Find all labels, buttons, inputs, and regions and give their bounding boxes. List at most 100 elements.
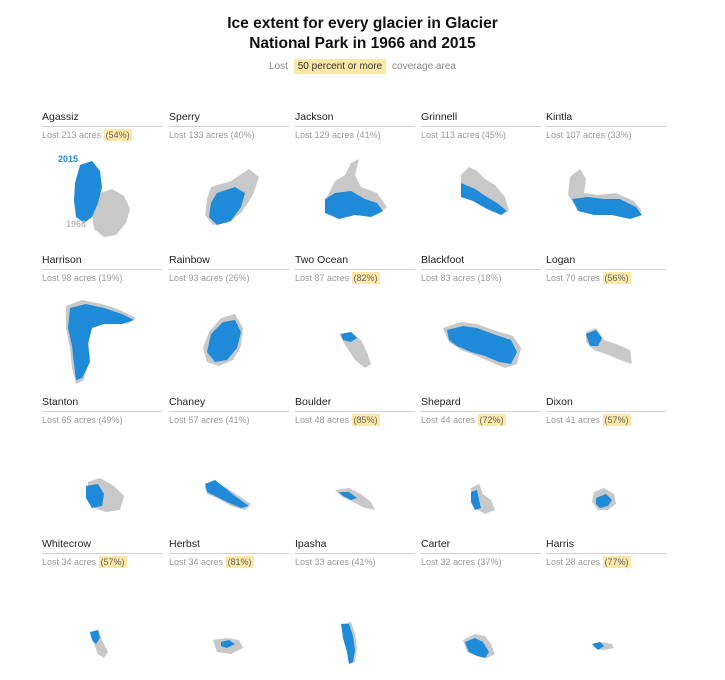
ice-2015-shape <box>471 490 481 510</box>
glacier-outline <box>90 630 108 658</box>
glacier-outline <box>461 167 509 215</box>
lost-acres-label: Lost 48 acres (85%) <box>295 414 380 426</box>
percent-lost-label: (26%) <box>225 273 250 283</box>
lost-acres-text: Lost 41 acres <box>546 415 601 425</box>
percent-lost-label: (40%) <box>230 130 255 140</box>
lost-acres-label: Lost 65 acres (49%) <box>42 415 123 425</box>
ice-2015-shape <box>572 197 642 219</box>
percent-lost-label: (41%) <box>356 130 381 140</box>
ice-2015-shape <box>74 161 102 223</box>
lost-acres-text: Lost 87 acres <box>295 273 350 283</box>
glacier-name: Kintla <box>546 111 573 123</box>
lost-acres-text: Lost 107 acres <box>546 130 606 140</box>
lost-acres-text: Lost 34 acres <box>42 557 97 567</box>
lost-acres-label: Lost 28 acres (77%) <box>546 556 631 568</box>
glacier-cell-two-ocean: Two Ocean Lost 87 acres (82%) <box>295 254 415 396</box>
lost-acres-label: Lost 32 acres (37%) <box>421 557 502 567</box>
lost-acres-label: Lost 107 acres (33%) <box>546 130 632 140</box>
divider <box>295 126 415 127</box>
glacier-outline <box>443 322 521 368</box>
ice-1966-shape <box>335 488 375 510</box>
divider <box>42 126 162 127</box>
ice-2015-shape <box>207 320 241 362</box>
glacier-cell-herbst: Herbst Lost 34 acres (81%) <box>169 538 289 680</box>
lost-acres-text: Lost 213 acres <box>42 130 102 140</box>
lost-acres-text: Lost 133 acres <box>169 130 229 140</box>
glacier-name: Jackson <box>295 111 334 123</box>
divider <box>421 411 541 412</box>
glacier-name: Ipasha <box>295 538 327 550</box>
percent-lost-label: (56%) <box>602 272 631 284</box>
glacier-name: Carter <box>421 538 451 550</box>
percent-lost-label: (41%) <box>351 557 376 567</box>
legend-suffix: coverage area <box>392 61 456 72</box>
glacier-name: Harris <box>546 538 574 550</box>
lost-acres-text: Lost 34 acres <box>169 557 224 567</box>
glacier-outline <box>339 332 371 368</box>
lost-acres-label: Lost 93 acres (26%) <box>169 273 250 283</box>
percent-lost-label: (54%) <box>103 129 132 141</box>
glacier-outline <box>568 169 642 219</box>
lost-acres-text: Lost 129 acres <box>295 130 355 140</box>
glacier-cell-whitecrow: Whitecrow Lost 34 acres (57%) <box>42 538 162 680</box>
lost-acres-text: Lost 57 acres <box>169 415 224 425</box>
glacier-cell-rainbow: Rainbow Lost 93 acres (26%) <box>169 254 289 396</box>
divider <box>169 269 289 270</box>
lost-acres-text: Lost 65 acres <box>42 415 97 425</box>
lost-acres-label: Lost 70 acres (56%) <box>546 272 631 284</box>
ice-2015-shape <box>586 330 602 346</box>
glacier-cell-stanton: Stanton Lost 65 acres (49%) <box>42 396 162 538</box>
glacier-cell-agassiz: Agassiz Lost 213 acres (54%) 2015 1966 <box>42 111 162 253</box>
glacier-cell-dixon: Dixon Lost 41 acres (57%) <box>546 396 666 538</box>
glacier-name: Agassiz <box>42 111 79 123</box>
divider <box>169 126 289 127</box>
percent-lost-label: (85%) <box>351 414 380 426</box>
glacier-name: Harrison <box>42 254 82 266</box>
glacier-name: Sperry <box>169 111 200 123</box>
glacier-outline <box>203 314 243 366</box>
glacier-cell-jackson: Jackson Lost 129 acres (41%) <box>295 111 415 253</box>
percent-lost-label: (45%) <box>481 130 506 140</box>
percent-lost-label: (41%) <box>225 415 250 425</box>
year-1966-label: 1966 <box>66 219 87 229</box>
lost-acres-text: Lost 44 acres <box>421 415 476 425</box>
lost-acres-label: Lost 34 acres (57%) <box>42 556 127 568</box>
glacier-name: Logan <box>546 254 576 266</box>
glacier-cell-kintla: Kintla Lost 107 acres (33%) <box>546 111 666 253</box>
glacier-outline <box>341 622 357 664</box>
divider <box>295 553 415 554</box>
divider <box>546 126 666 127</box>
percent-lost-label: (57%) <box>98 556 127 568</box>
year-2015-label: 2015 <box>58 154 79 164</box>
glacier-outline <box>335 488 375 510</box>
ice-1966-shape <box>461 167 509 213</box>
lost-acres-label: Lost 129 acres (41%) <box>295 130 381 140</box>
divider <box>421 553 541 554</box>
chart-title-line-2: National Park in 1966 and 2015 <box>249 35 476 52</box>
divider <box>169 411 289 412</box>
lost-acres-label: Lost 44 acres (72%) <box>421 414 506 426</box>
glacier-name: Blackfoot <box>421 254 465 266</box>
percent-lost-label: (33%) <box>607 130 632 140</box>
glacier-cell-chaney: Chaney Lost 57 acres (41%) <box>169 396 289 538</box>
divider <box>295 269 415 270</box>
percent-lost-label: (49%) <box>98 415 123 425</box>
ice-2015-shape <box>86 484 104 508</box>
ice-2015-shape <box>339 492 357 500</box>
lost-acres-text: Lost 98 acres <box>42 273 97 283</box>
glacier-cell-logan: Logan Lost 70 acres (56%) <box>546 254 666 396</box>
divider <box>295 411 415 412</box>
ice-2015-shape <box>592 642 604 650</box>
glacier-name: Dixon <box>546 396 573 408</box>
lost-acres-label: Lost 41 acres (57%) <box>546 414 631 426</box>
percent-lost-label: (81%) <box>225 556 254 568</box>
divider <box>546 411 666 412</box>
divider <box>42 553 162 554</box>
ice-2015-shape <box>68 304 134 380</box>
glacier-name: Boulder <box>295 396 332 408</box>
glacier-name: Whitecrow <box>42 538 92 550</box>
glacier-cell-sperry: Sperry Lost 133 acres (40%) <box>169 111 289 253</box>
glacier-cell-carter: Carter Lost 32 acres (37%) <box>421 538 541 680</box>
lost-acres-label: Lost 87 acres (82%) <box>295 272 380 284</box>
glacier-grid: Agassiz Lost 213 acres (54%) 2015 1966 Sperr… <box>42 0 666 664</box>
